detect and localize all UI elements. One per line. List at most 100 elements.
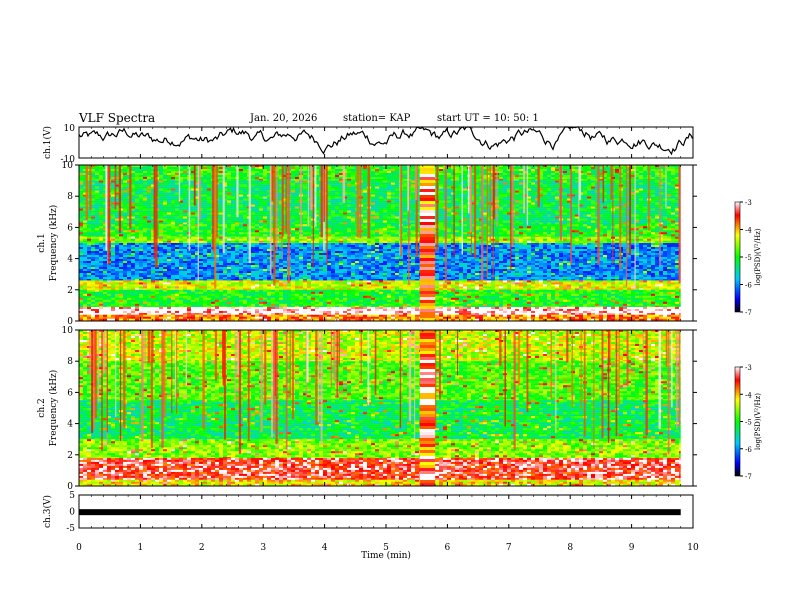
ch1-spectrogram-cell — [347, 206, 352, 209]
ch1-spectrogram-cell — [411, 190, 416, 193]
ch1-spectrogram-cell — [475, 214, 480, 217]
ch1-spectrogram-cell — [411, 175, 416, 178]
ch1-spectrogram-cell — [591, 218, 596, 221]
ch1-spectrogram-cell — [95, 224, 100, 227]
ch1-spectrogram-cell — [307, 198, 312, 201]
ch1-spectrogram-cell — [459, 220, 464, 223]
ch1-spectrogram-cell — [143, 184, 148, 187]
ch1-spectrogram-cell — [303, 165, 308, 168]
ch1-spectrogram-cell — [87, 222, 92, 225]
ch1-spectrogram-cell — [599, 180, 604, 183]
ch1-spectrogram-cell — [291, 204, 296, 207]
ch1-spectrogram-cell — [667, 186, 672, 189]
ch1-spectrogram-cell — [263, 192, 268, 195]
ch1-spectrogram-cell — [171, 224, 176, 227]
ch1-spectrogram-cell — [583, 194, 588, 197]
ch1-spectrogram-cell — [115, 179, 120, 181]
ch1-spectrogram-cell — [483, 186, 488, 189]
ch1-spectrogram-cell — [231, 173, 236, 176]
ch1-spectrogram-cell — [95, 190, 100, 193]
ch1-spectrogram-cell — [151, 196, 156, 199]
ch1-spectrogram-cell — [259, 173, 264, 176]
ch1-spectrogram-cell — [411, 188, 416, 191]
ch1-spectrogram-cell — [447, 200, 452, 203]
ch1-spectrogram-cell — [159, 198, 164, 201]
ch1-spectrogram-cell — [631, 194, 636, 197]
ch1-spectrogram-cell — [147, 165, 152, 168]
ch1-spectrogram-cell — [583, 165, 588, 168]
ch1-spectrogram-cell — [571, 171, 576, 174]
ch1-spectrogram-cell — [527, 200, 532, 203]
ch1-spectrogram-cell — [387, 216, 392, 219]
ch1-spectrogram-cell — [223, 171, 228, 174]
ch1-spectrogram-cell — [395, 192, 400, 195]
ch1-spectrogram-cell — [183, 177, 188, 180]
ch1-spectrogram-cell — [351, 222, 356, 225]
ch1-spectrogram-cell — [219, 218, 224, 221]
ch1-spectrogram-cell — [515, 180, 520, 183]
ch1-spectrogram-cell — [291, 218, 296, 221]
ch1-spectrogram-cell — [343, 165, 348, 168]
ch1-spectrogram-cell — [567, 175, 572, 178]
ch1-spectrogram-cell — [391, 224, 396, 227]
ch1-spectrogram-cell — [139, 186, 144, 189]
ch1-spectrogram-cell — [163, 175, 168, 178]
ch1-spectrogram-cell — [179, 228, 184, 231]
ch1-spectrogram-cell — [607, 218, 612, 221]
ch1-spectrogram-cell — [203, 169, 208, 172]
ch1-spectrogram-cell — [207, 179, 212, 181]
ch1-spectrogram-cell — [307, 222, 312, 225]
ch1-spectrogram-cell — [175, 190, 180, 193]
ch1-spectrogram-cell — [111, 182, 116, 185]
ch1-spectrogram-cell — [395, 182, 400, 185]
ch1-spectrogram-cell — [615, 182, 620, 185]
ch1-spectrogram-cell — [371, 179, 376, 181]
ch1-spectrogram-cell — [567, 226, 572, 229]
ch1-spectrogram-cell — [451, 216, 456, 219]
ch1-spectrogram-cell — [251, 202, 256, 205]
ch1-spectrogram-cell — [223, 179, 228, 181]
ch1-spectrogram-cell — [239, 184, 244, 187]
ch1-spectrogram-cell — [455, 214, 460, 217]
ch1-spectrogram-cell — [307, 212, 312, 215]
ch1-spectrogram-cell — [195, 198, 200, 201]
ch1-spectrogram-cell — [331, 204, 336, 207]
ch1-spectrogram-cell — [79, 167, 84, 170]
ch1-spectrogram-cell — [295, 208, 300, 211]
ch1-spectrogram-cell — [351, 200, 356, 203]
ch1-spectrogram-cell — [607, 204, 612, 207]
ch1-spectrogram-cell — [519, 177, 524, 180]
ch1-spectrogram-cell — [327, 196, 332, 199]
ch1-spectrogram-cell — [351, 173, 356, 176]
ch1-spectrogram-cell — [483, 206, 488, 209]
ch1-spectrogram-cell — [167, 206, 172, 209]
ch1-spectrogram-cell — [519, 208, 524, 211]
ch1-spectrogram-cell — [387, 186, 392, 189]
ch1-spectrogram-cell — [347, 202, 352, 205]
ch1-spectrogram-cell — [531, 177, 536, 180]
ch1-spectrogram-cell — [643, 200, 648, 203]
ch1-spectrogram-cell — [563, 184, 568, 187]
ch1-spectrogram-cell — [111, 184, 116, 187]
ch1-spectrogram-cell — [579, 220, 584, 223]
ch1-spectrogram-cell — [475, 226, 480, 229]
ch1-spectrogram-cell — [403, 194, 408, 197]
ch1-spectrogram-cell — [403, 175, 408, 178]
ch1-spectrogram-cell — [243, 212, 248, 215]
ch1-spectrogram-cell — [663, 196, 668, 199]
ch1-spectrogram-cell — [675, 173, 680, 176]
ch1-spectrogram-cell — [263, 208, 268, 211]
ch1-spectrogram-cell — [499, 214, 504, 217]
ch1-spectrogram-cell — [151, 198, 156, 201]
ch1-spectrogram-cell — [447, 208, 452, 211]
ch1-spectrogram-cell — [583, 216, 588, 219]
ch1-spectrogram-cell — [123, 212, 128, 215]
ch1-spectrogram-cell — [507, 175, 512, 178]
ch1-spectrogram-cell — [543, 190, 548, 193]
ch1-spectrogram-cell — [463, 202, 468, 205]
ch1-spectrogram-cell — [219, 184, 224, 187]
ch1-spectrogram-cell — [563, 228, 568, 231]
ch1-spectrogram-cell — [243, 210, 248, 213]
ch1-spectrogram-cell — [327, 171, 332, 174]
ch1-spectrogram-cell — [243, 202, 248, 205]
